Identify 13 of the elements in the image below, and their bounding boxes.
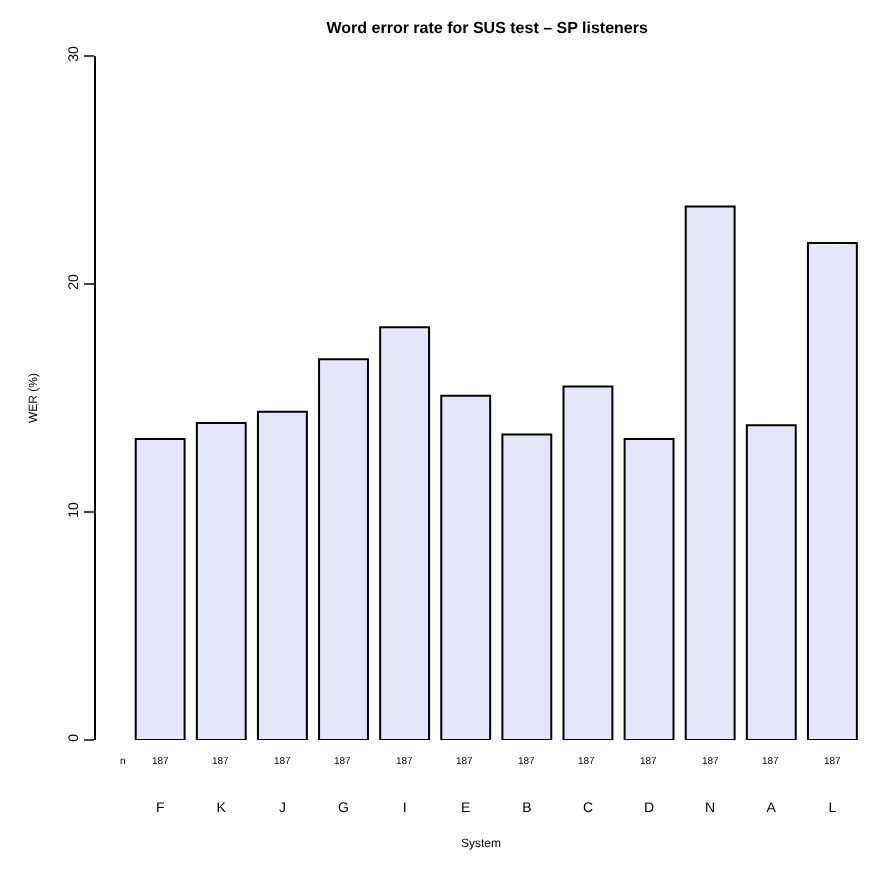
- bar: [684, 205, 736, 740]
- bar: [379, 326, 431, 740]
- bar: [318, 358, 369, 740]
- bar: [256, 410, 308, 740]
- bar: [440, 394, 492, 740]
- chart-title: Word error rate for SUS test – SP listeners: [326, 19, 649, 38]
- bar: [562, 385, 614, 740]
- bar: [134, 438, 186, 740]
- bar: [195, 422, 247, 740]
- bar: [623, 438, 675, 740]
- bar: [745, 424, 797, 740]
- bar: [501, 433, 553, 740]
- bar: [806, 241, 858, 740]
